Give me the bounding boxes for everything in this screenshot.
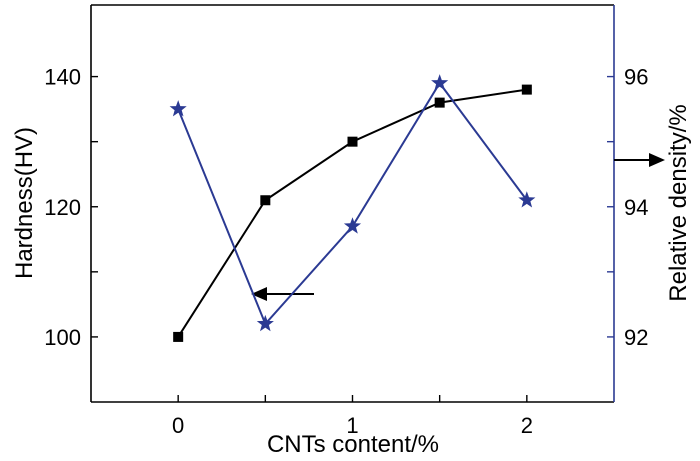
- left-y-tick-label: 120: [44, 195, 81, 220]
- density-series-line: [177, 81, 528, 326]
- density-point: [431, 74, 449, 91]
- x-tick-label: 2: [521, 413, 533, 438]
- x-tick-label: 0: [172, 413, 184, 438]
- hardness-point: [347, 136, 358, 147]
- right-y-tick-label: 96: [624, 65, 648, 90]
- hardness-series-line: [177, 88, 527, 338]
- hardness-point: [434, 97, 445, 108]
- left-y-tick-label: 100: [44, 325, 81, 350]
- right-arrow-head: [649, 153, 665, 167]
- hardness-point: [521, 84, 532, 95]
- left-y-axis-title: Hardness(HV): [11, 127, 38, 279]
- left-arrow-head: [251, 287, 267, 301]
- density-point: [256, 314, 274, 332]
- right-y-axis-title: Relative density/%: [665, 104, 692, 301]
- density-point: [518, 191, 536, 208]
- plot-layer: 0 1 2 100 120 140 92 94 96: [44, 4, 665, 438]
- x-axis-title: CNTs content/%: [267, 431, 439, 458]
- hardness-point: [260, 195, 271, 206]
- density-point: [169, 100, 187, 117]
- x-tick-label: 1: [346, 413, 358, 438]
- right-y-tick-label: 94: [624, 195, 648, 220]
- left-y-tick-label: 140: [44, 65, 81, 90]
- hardness-point: [173, 331, 184, 342]
- density-point: [343, 217, 362, 234]
- right-y-tick-label: 92: [624, 325, 648, 350]
